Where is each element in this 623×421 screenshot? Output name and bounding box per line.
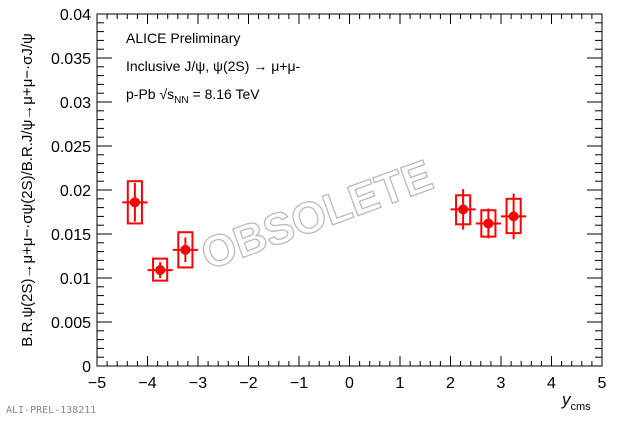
data-marker	[483, 218, 494, 229]
x-tick-label: −5	[88, 375, 106, 392]
x-tick-label: −1	[290, 375, 308, 392]
x-tick-label: −4	[138, 375, 156, 392]
data-point	[475, 208, 501, 239]
x-tick-label: 5	[598, 375, 607, 392]
y-tick-label: 0	[82, 359, 91, 376]
data-point	[172, 231, 198, 269]
x-tick-label: 3	[497, 375, 506, 392]
axis-ticks	[96, 13, 603, 367]
x-axis-label: ycms	[561, 390, 591, 413]
x-tick-label: 0	[345, 375, 354, 392]
annotation-energy-suffix: = 8.16 TeV	[189, 86, 261, 102]
y-tick-label: 0.015	[51, 227, 91, 244]
x-tick-labels: −5 −4 −3 −2 −1 0 1 2 3 4 5	[88, 375, 607, 392]
data-marker	[180, 244, 191, 255]
x-tick-label: −2	[239, 375, 257, 392]
data-point	[501, 193, 527, 240]
data-marker	[155, 265, 166, 276]
obsolete-watermark: OBSOLETE	[195, 151, 439, 280]
y-tick-label: 0.035	[51, 51, 91, 68]
y-tick-label: 0.03	[60, 95, 91, 112]
annotation-energy-prefix: p-Pb √s	[126, 86, 174, 102]
x-axis-label-main: y	[561, 390, 572, 409]
annotation-energy: p-Pb √sNN = 8.16 TeV	[126, 86, 260, 106]
data-marker	[458, 204, 469, 215]
y-tick-labels: 0 0.005 0.01 0.015 0.02 0.025 0.03 0.035 0.04	[51, 7, 91, 376]
x-axis-label-sub: cms	[571, 401, 592, 413]
figure-id: ALI-PREL-138211	[6, 405, 96, 416]
x-tick-label: 4	[547, 375, 556, 392]
y-tick-label: 0.005	[51, 315, 91, 332]
data-marker	[508, 211, 519, 222]
y-tick-label: 0.01	[60, 271, 91, 288]
annotation-energy-sub: NN	[174, 95, 188, 106]
data-point	[147, 257, 173, 282]
data-marker	[129, 197, 140, 208]
y-tick-label: 0.025	[51, 139, 91, 156]
annotation-alice: ALICE Preliminary	[126, 30, 240, 46]
data-points	[122, 180, 527, 282]
y-axis-label: B.R.ψ(2S)→μ+μ−·σψ(2S)/B.R.J/ψ→μ+μ−·σJ/ψ	[19, 33, 36, 346]
y-tick-label: 0.04	[60, 7, 91, 24]
x-tick-label: −3	[189, 375, 207, 392]
x-tick-label: 2	[446, 375, 455, 392]
y-tick-label: 0.02	[60, 183, 91, 200]
annotation-process: Inclusive J/ψ, ψ(2S) → μ+μ-	[126, 58, 301, 74]
data-point	[122, 180, 148, 225]
x-tick-label: 1	[396, 375, 405, 392]
data-point	[450, 189, 476, 230]
